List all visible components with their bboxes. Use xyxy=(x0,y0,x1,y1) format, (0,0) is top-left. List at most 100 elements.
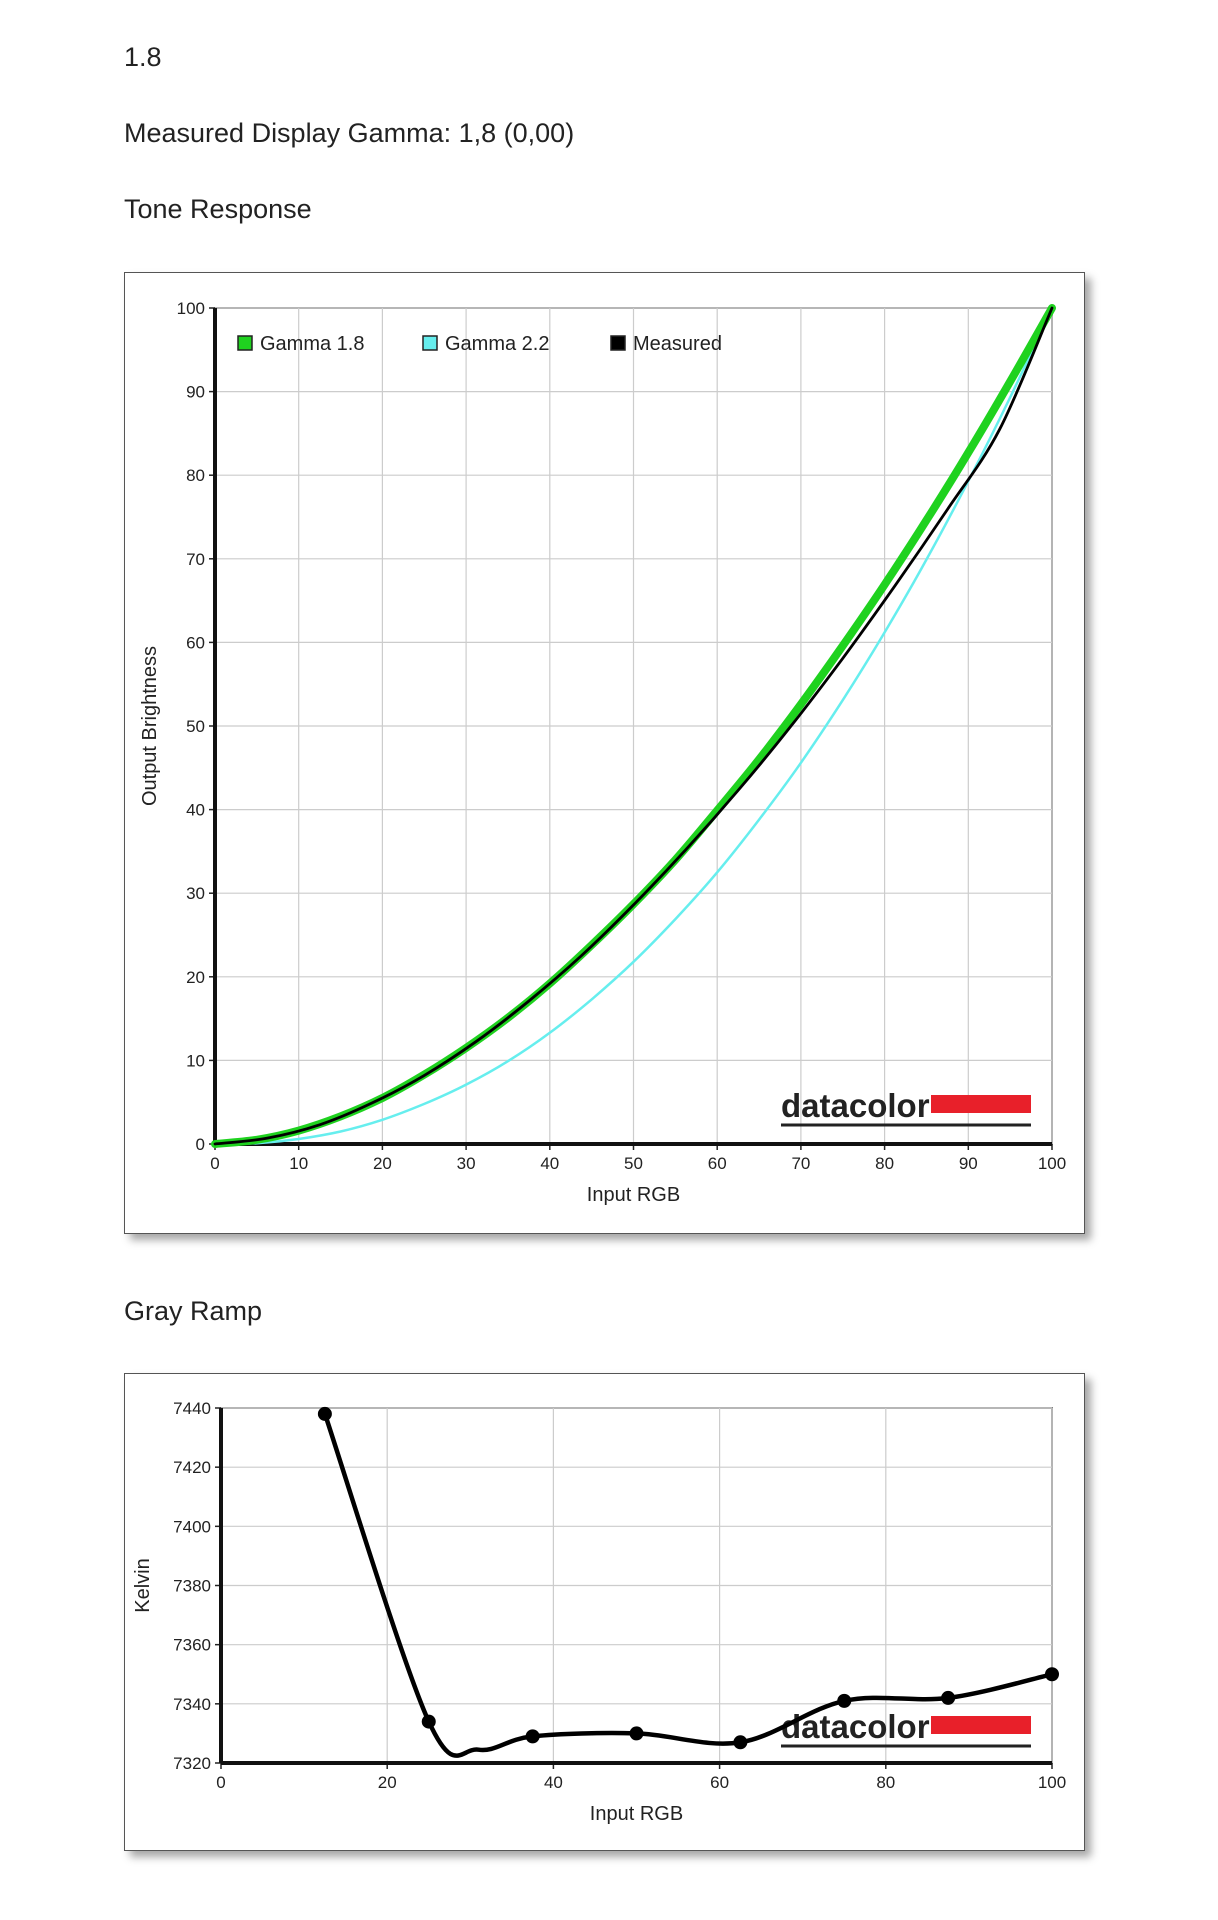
y-tick-label: 7400 xyxy=(173,1517,211,1536)
legend-swatch xyxy=(422,335,438,351)
data-point xyxy=(528,1000,530,1002)
measured-gamma-text: Measured Display Gamma: 1,8 (0,00) xyxy=(124,118,575,148)
tone-response-chart: 0 10 20 30 40 50 60 70 80 90 100 0 10 20 30 40 50 60 70 80 9… xyxy=(139,299,1066,1206)
data-point xyxy=(1009,396,1011,399)
x-tick-label: 100 xyxy=(1038,1773,1066,1792)
tone-response-heading: Tone Response xyxy=(124,194,312,224)
x-tick-label: 0 xyxy=(216,1773,225,1792)
data-point xyxy=(1051,307,1053,309)
data-point xyxy=(590,998,593,1001)
gray-ramp-chart: 0 20 40 60 80 100 7320 7340 7360 7380 7400 7420 7440… xyxy=(132,1399,1066,1825)
data-point xyxy=(371,1102,373,1104)
y-axis-title: Kelvin xyxy=(132,1558,154,1612)
x-tick-label: 30 xyxy=(457,1154,476,1173)
x-tick-label: 40 xyxy=(540,1154,559,1173)
y-tick-label: 60 xyxy=(186,633,205,652)
y-tick-label: 80 xyxy=(186,466,205,485)
y-axis-title: Output Brightness xyxy=(139,646,161,806)
data-point xyxy=(837,1693,852,1708)
data-point xyxy=(214,1143,216,1145)
y-tick-label: 40 xyxy=(186,801,205,820)
data-point xyxy=(800,703,802,706)
x-tick-label: 20 xyxy=(373,1154,392,1173)
x-tick-label: 60 xyxy=(708,1154,727,1173)
y-tick-label: 20 xyxy=(186,968,205,987)
x-tick-label: 20 xyxy=(378,1773,397,1792)
legend-swatch xyxy=(237,335,253,351)
x-tick-label: 100 xyxy=(1038,1154,1066,1173)
y-tick-label: 100 xyxy=(177,299,205,318)
legend-label: Measured xyxy=(633,333,722,355)
data-point xyxy=(946,508,949,511)
data-point xyxy=(1045,1667,1059,1682)
y-tick-label: 0 xyxy=(196,1135,205,1154)
data-point xyxy=(629,1726,644,1741)
y-tick-label: 7420 xyxy=(173,1458,211,1477)
data-point xyxy=(297,1138,300,1140)
data-point xyxy=(967,451,970,454)
data-point xyxy=(941,1690,956,1705)
x-tick-label: 90 xyxy=(959,1154,978,1173)
y-tick-label: 90 xyxy=(186,383,205,402)
data-point xyxy=(737,789,739,792)
x-tick-label: 60 xyxy=(710,1773,729,1792)
datacolor-logo-text: datacolor xyxy=(781,1708,930,1745)
data-point xyxy=(475,1040,478,1042)
series-gray-ramp xyxy=(317,1406,1059,1758)
gray-ramp-panel: 0 20 40 60 80 100 7320 7340 7360 7380 7400 7420 7440… xyxy=(124,1373,1085,1851)
tone-response-panel: 0 10 20 30 40 50 60 70 80 90 100 0 10 20 30 40 50 60 70 80 9… xyxy=(124,272,1085,1234)
x-tick-label: 80 xyxy=(876,1773,895,1792)
y-tick-label: 7440 xyxy=(173,1399,211,1418)
x-axis-title: Input RGB xyxy=(590,1803,683,1825)
data-point xyxy=(674,918,677,920)
legend-label: Gamma 1.8 xyxy=(260,333,364,355)
datacolor-logo-text: datacolor xyxy=(781,1087,930,1124)
legend-label: Gamma 2.2 xyxy=(445,333,549,355)
data-point xyxy=(1009,380,1011,383)
data-point xyxy=(789,726,792,728)
y-tick-label: 50 xyxy=(186,717,205,736)
data-point xyxy=(685,848,687,851)
data-point xyxy=(317,1406,332,1421)
y-tick-label: 7320 xyxy=(173,1754,211,1773)
y-tick-label: 7360 xyxy=(173,1636,211,1655)
datacolor-logo: datacolor xyxy=(781,1087,1031,1127)
datacolor-logo-bar xyxy=(931,1716,1031,1734)
data-point xyxy=(883,631,886,634)
data-point xyxy=(758,818,760,821)
y-tick-label: 30 xyxy=(186,884,205,903)
data-point xyxy=(716,809,718,812)
x-tick-label: 80 xyxy=(875,1154,894,1173)
data-point xyxy=(800,761,802,764)
x-tick-label: 40 xyxy=(544,1773,563,1792)
series-line xyxy=(322,1411,1055,1758)
data-point xyxy=(423,1103,426,1105)
data-point xyxy=(549,1032,551,1034)
data-point xyxy=(841,657,844,660)
y-tick-label: 7340 xyxy=(173,1695,211,1714)
data-point xyxy=(894,584,896,587)
x-tick-label: 0 xyxy=(210,1154,219,1173)
data-point xyxy=(632,904,635,906)
data-point xyxy=(339,1130,342,1133)
data-point xyxy=(883,583,886,586)
gamma-target-value: 1.8 xyxy=(124,42,162,72)
x-tick-label: 70 xyxy=(791,1154,810,1173)
x-tick-label: 50 xyxy=(624,1154,643,1173)
x-tick-label: 10 xyxy=(289,1154,308,1173)
series-gamma-2-2 xyxy=(213,306,1054,1146)
data-point xyxy=(758,758,760,761)
data-point xyxy=(998,428,1001,431)
data-point xyxy=(716,871,718,874)
data-point xyxy=(507,1060,509,1063)
y-tick-label: 70 xyxy=(186,550,205,569)
datacolor-logo-bar xyxy=(931,1095,1031,1113)
data-point xyxy=(632,960,635,963)
data-point xyxy=(925,558,928,561)
data-point xyxy=(266,1137,269,1139)
data-point xyxy=(381,1118,384,1121)
y-tick-label: 7380 xyxy=(173,1577,211,1596)
data-point xyxy=(525,1729,540,1744)
data-point xyxy=(841,644,844,647)
series-measured xyxy=(213,306,1054,1146)
